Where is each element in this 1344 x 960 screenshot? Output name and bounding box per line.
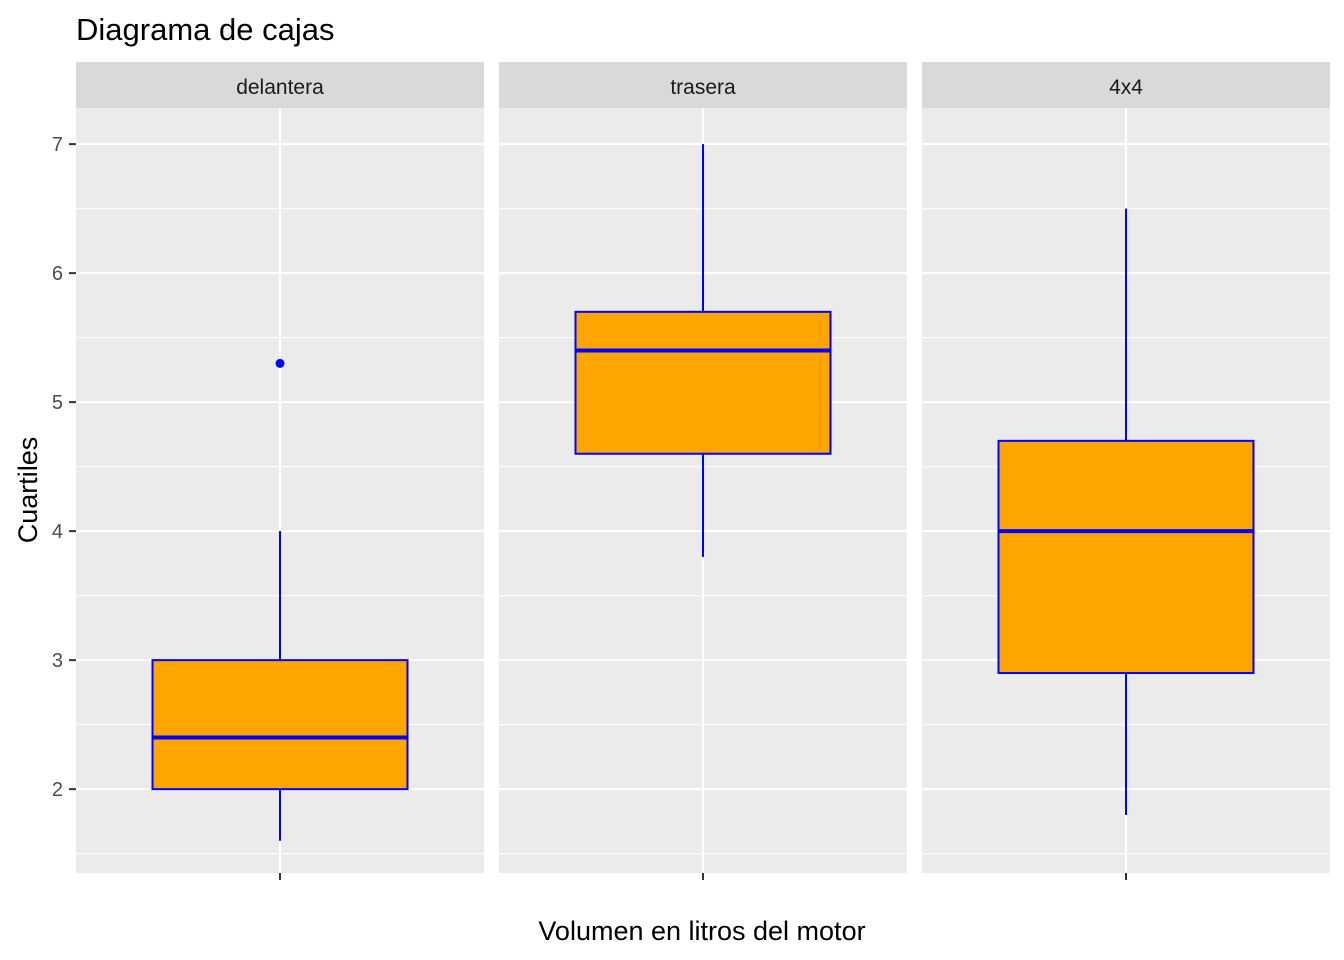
box-iqr xyxy=(997,439,1255,675)
y-tick-label: 7 xyxy=(52,134,63,156)
facet-strip xyxy=(922,62,1330,108)
box-iqr xyxy=(151,659,409,791)
box-iqr xyxy=(574,310,832,455)
facet-panel-delantera: delantera xyxy=(76,62,484,880)
x-axis-title: Volumen en litros del motor xyxy=(538,916,865,946)
y-tick-label: 5 xyxy=(52,392,63,414)
outlier-point xyxy=(275,358,285,368)
chart-title: Diagrama de cajas xyxy=(76,12,334,47)
facet-panel-4x4: 4x4 xyxy=(922,62,1330,880)
facet-strip-label: 4x4 xyxy=(1109,76,1143,99)
facet-strip xyxy=(499,62,907,108)
y-tick-label: 6 xyxy=(52,263,63,285)
y-tick-label: 3 xyxy=(52,650,63,672)
facet-strip-label: trasera xyxy=(670,76,736,99)
facet-panels: delantera trasera 4x4 xyxy=(76,62,1330,880)
y-axis-title: Cuartiles xyxy=(13,437,43,544)
y-tick-label: 2 xyxy=(52,779,63,801)
facet-strip xyxy=(76,62,484,108)
y-tick-label: 4 xyxy=(52,521,63,543)
y-axis: 2 3 4 5 6 7 xyxy=(52,134,76,801)
facet-strip-label: delantera xyxy=(236,76,324,99)
facet-panel-trasera: trasera xyxy=(499,62,907,880)
